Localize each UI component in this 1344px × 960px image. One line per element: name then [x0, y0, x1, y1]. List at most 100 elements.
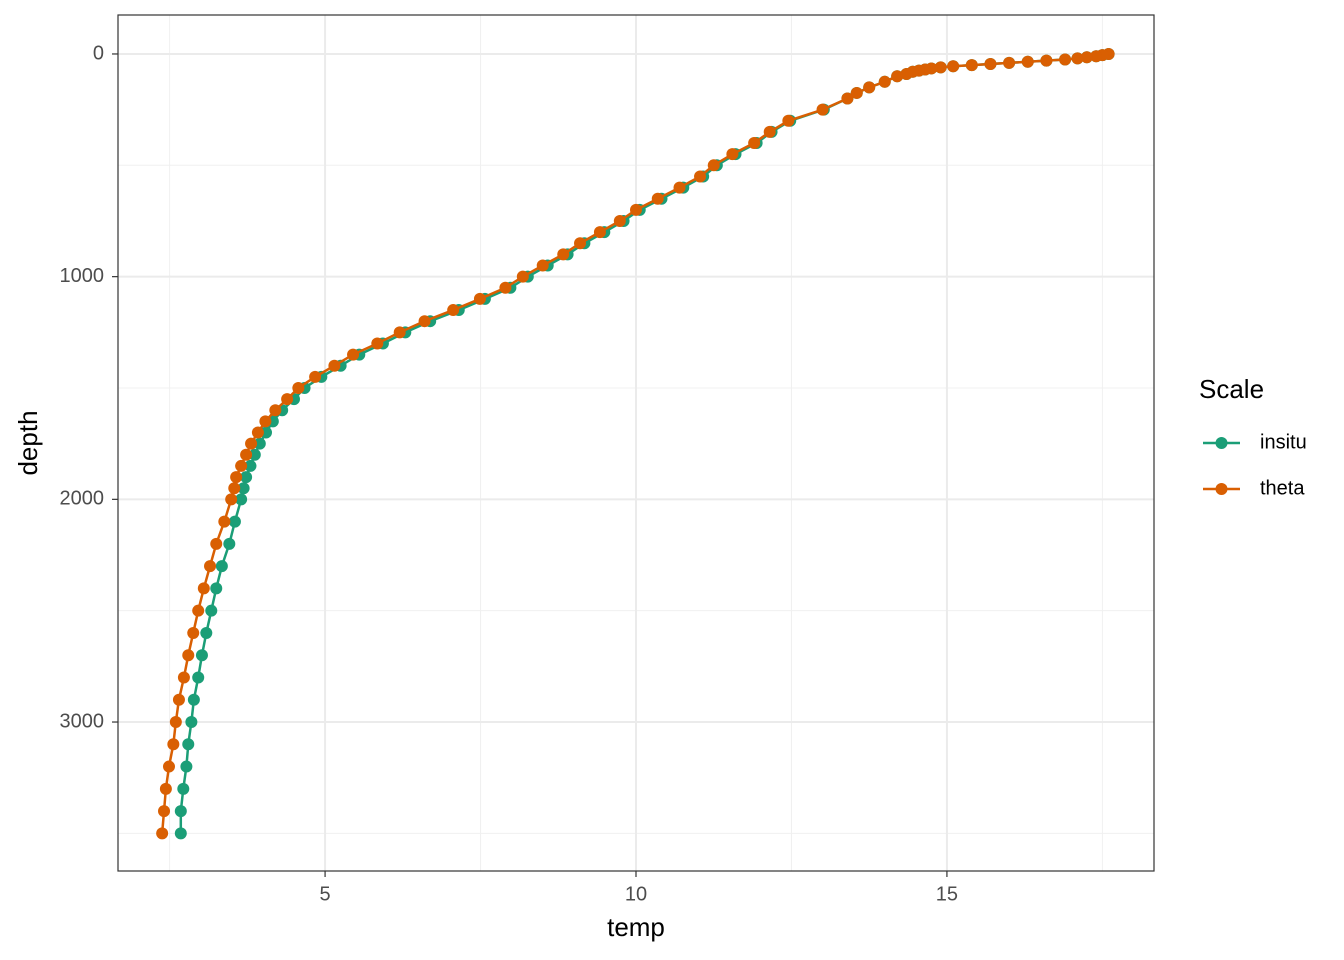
data-point: [240, 471, 253, 484]
data-point: [230, 471, 243, 484]
data-point: [159, 782, 172, 795]
y-tick-label: 0: [93, 42, 104, 64]
data-point: [393, 326, 406, 339]
legend-key-point: [1215, 437, 1228, 449]
legend-key-point: [1215, 483, 1228, 495]
data-point: [187, 693, 200, 706]
data-point: [156, 827, 169, 840]
data-point: [180, 760, 193, 773]
data-point: [1003, 56, 1016, 69]
x-tick-label: 10: [625, 883, 647, 905]
data-point: [707, 159, 720, 172]
data-point: [169, 716, 182, 729]
data-point: [192, 671, 205, 684]
data-point: [292, 381, 305, 394]
data-point: [934, 61, 947, 74]
data-point: [192, 604, 205, 617]
data-point: [177, 782, 190, 795]
data-point: [182, 738, 195, 751]
data-point: [259, 415, 272, 428]
data-point: [235, 493, 248, 506]
data-point: [253, 437, 266, 450]
data-point: [162, 760, 175, 773]
data-point: [228, 482, 241, 495]
data-point: [210, 582, 223, 595]
data-point: [613, 214, 626, 227]
data-point: [205, 604, 218, 617]
x-tick-label: 15: [936, 883, 958, 905]
data-point: [418, 315, 431, 328]
data-point: [1021, 55, 1034, 68]
data-point: [281, 393, 294, 406]
data-point: [694, 170, 707, 183]
data-point: [748, 137, 761, 150]
legend-label: theta: [1260, 477, 1305, 499]
data-point: [187, 626, 200, 639]
x-tick-label: 5: [320, 883, 331, 905]
data-point: [763, 125, 776, 138]
data-point: [172, 693, 185, 706]
data-point: [223, 537, 236, 550]
data-point: [244, 459, 257, 472]
data-point: [218, 515, 231, 528]
data-point: [1080, 51, 1093, 64]
y-axis-title: depth: [13, 410, 43, 475]
data-point: [177, 671, 190, 684]
data-point: [204, 560, 217, 573]
data-point: [174, 805, 187, 818]
data-point: [984, 57, 997, 70]
data-point: [347, 348, 360, 361]
data-point: [195, 649, 208, 662]
data-point: [841, 92, 854, 105]
data-point: [200, 626, 213, 639]
data-point: [225, 493, 238, 506]
data-point: [251, 426, 264, 439]
data-point: [1059, 53, 1072, 66]
data-point: [1071, 52, 1084, 65]
data-point: [726, 148, 739, 161]
data-point: [782, 114, 795, 127]
data-point: [371, 337, 384, 350]
data-point: [965, 59, 978, 72]
data-point: [863, 81, 876, 94]
data-point: [816, 103, 829, 116]
data-point: [269, 404, 282, 417]
data-point: [197, 582, 210, 595]
data-point: [499, 281, 512, 294]
data-point: [167, 738, 180, 751]
y-tick-label: 3000: [60, 710, 105, 732]
legend: insitu theta: [1203, 431, 1307, 499]
grid: [118, 15, 1154, 871]
data-point: [240, 448, 253, 461]
data-point: [878, 75, 891, 88]
data-point: [328, 359, 341, 372]
data-point: [235, 459, 248, 472]
data-point: [228, 515, 241, 528]
x-axis-title: temp: [607, 912, 665, 942]
legend-label: insitu: [1260, 431, 1307, 453]
data-point: [1040, 54, 1053, 67]
data-point: [215, 560, 228, 573]
data-point: [673, 181, 686, 194]
data-point: [245, 437, 258, 450]
data-point: [182, 649, 195, 662]
data-point: [237, 482, 250, 495]
data-point: [516, 270, 529, 283]
data-point: [309, 370, 322, 383]
data-point: [158, 805, 171, 818]
data-point: [447, 304, 460, 317]
data-point: [891, 70, 904, 83]
data-point: [651, 192, 664, 205]
data-point: [210, 537, 223, 550]
data-point: [574, 237, 587, 250]
legend-title: Scale: [1199, 374, 1264, 404]
data-point: [630, 203, 642, 216]
data-point: [185, 716, 198, 729]
data-point: [536, 259, 549, 272]
data-point: [850, 86, 863, 99]
plot-marks: [156, 47, 1115, 840]
data-point: [557, 248, 570, 261]
data-point: [174, 827, 187, 840]
